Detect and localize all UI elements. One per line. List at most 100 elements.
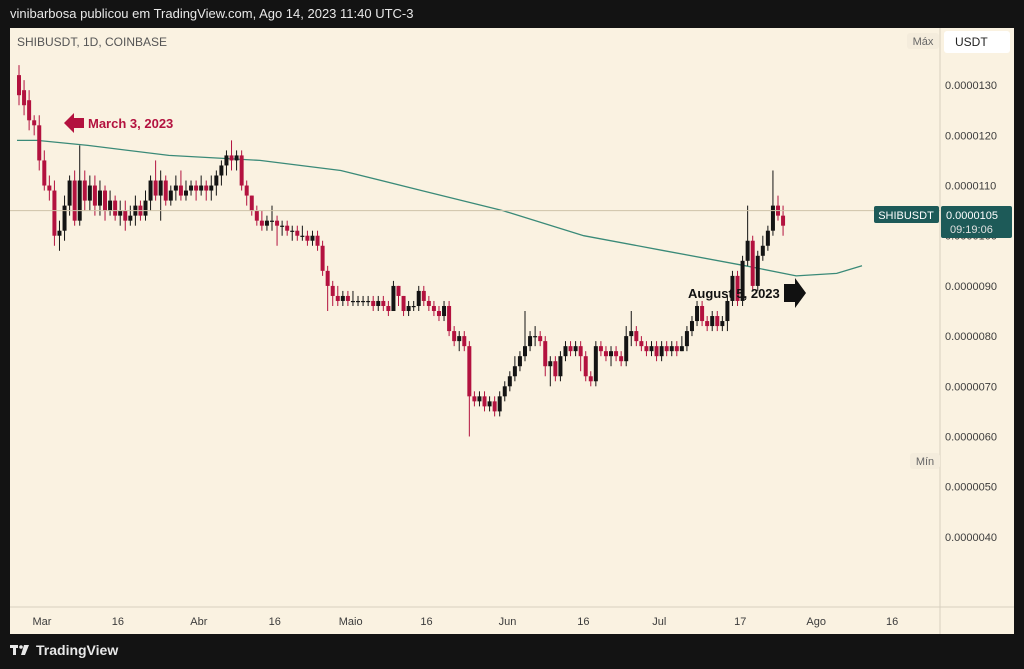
candle-body <box>517 356 522 367</box>
candle <box>264 215 269 231</box>
candle-body <box>674 346 679 352</box>
candle <box>113 195 118 221</box>
chart-area[interactable]: 0.00001300.00001200.00001100.00001000.00… <box>10 28 1014 634</box>
candle-body <box>77 180 82 221</box>
candle-body <box>189 185 194 191</box>
candle-body <box>371 300 376 306</box>
candle <box>37 115 42 171</box>
candle-body <box>649 346 654 352</box>
candle-body <box>52 190 57 236</box>
candle-body <box>467 346 472 397</box>
time-axis[interactable]: Mar 16 Abr 16 Maio 16 Jun 16 Jul 17 Ago 16 <box>33 616 899 628</box>
candlestick-chart[interactable]: 0.00001300.00001200.00001100.00001000.00… <box>10 28 1014 634</box>
candle <box>345 290 350 306</box>
candle-body <box>249 195 254 211</box>
candle-body <box>588 376 593 382</box>
candle-body <box>406 305 411 312</box>
candle <box>173 175 178 201</box>
candle <box>684 326 689 352</box>
candle-body <box>502 386 507 397</box>
candle <box>548 356 553 387</box>
candle-body <box>401 295 406 312</box>
candle <box>457 331 462 352</box>
candle <box>209 175 214 201</box>
candle-body <box>194 185 199 191</box>
candle <box>750 235 755 291</box>
candle-body <box>128 215 133 221</box>
candle-body <box>376 300 381 306</box>
candle-body <box>679 346 684 352</box>
candle <box>598 341 603 357</box>
candle-body <box>715 316 720 327</box>
candle <box>442 300 447 322</box>
candle <box>204 180 209 201</box>
candle <box>57 220 62 251</box>
candle-body <box>598 346 603 352</box>
candle <box>689 316 694 337</box>
candle <box>224 150 229 176</box>
candle <box>765 225 770 251</box>
candle <box>148 175 153 211</box>
candle-body <box>42 160 47 186</box>
moving-average-line <box>17 139 863 277</box>
candle <box>781 205 786 236</box>
candle-body <box>310 235 315 241</box>
candle-body <box>143 200 148 216</box>
candle-body <box>492 401 497 412</box>
x-tick-label: Abr <box>190 616 207 628</box>
candle-body <box>593 346 598 382</box>
candle-body <box>264 220 269 226</box>
candle <box>234 150 239 171</box>
candle <box>583 351 588 382</box>
candle <box>335 285 340 306</box>
candle-body <box>315 235 320 246</box>
candle <box>578 341 583 372</box>
currency-box[interactable] <box>944 31 1010 53</box>
candle-body <box>335 295 340 301</box>
candle <box>361 295 366 306</box>
candle <box>300 225 305 241</box>
candle-body <box>416 290 421 306</box>
candle <box>356 295 361 306</box>
candle-body <box>543 341 548 367</box>
currency-label[interactable]: USDT <box>955 35 988 49</box>
min-label-box <box>910 453 940 469</box>
brand-name: TradingView <box>36 642 119 658</box>
candle-body <box>695 305 700 322</box>
x-tick-label: 16 <box>886 616 898 628</box>
candle <box>82 170 87 211</box>
candle-body <box>270 220 274 222</box>
symbol-label: SHIBUSDT, 1D, COINBASE <box>17 35 167 49</box>
candle-body <box>755 255 760 286</box>
candle-body <box>305 235 310 241</box>
candle <box>118 200 123 226</box>
candle <box>715 311 720 332</box>
candle <box>244 180 249 206</box>
candle-body <box>108 200 113 211</box>
y-tick-label: 0.0000090 <box>945 281 997 293</box>
candle-body <box>725 300 730 322</box>
candle-body <box>244 185 249 196</box>
candle <box>593 341 598 387</box>
y-tick-label: 0.0000060 <box>945 431 997 443</box>
august-annotation: August 5, 2023 <box>688 278 806 308</box>
candle <box>366 295 371 306</box>
candle <box>280 220 285 236</box>
x-tick-label: Jul <box>652 616 666 628</box>
march-annotation: March 3, 2023 <box>64 113 173 133</box>
candle-body <box>487 401 492 407</box>
candle <box>725 295 730 332</box>
candle <box>275 215 280 246</box>
candle-body <box>340 295 345 301</box>
candle <box>42 150 47 191</box>
price-axis[interactable]: 0.00001300.00001200.00001100.00001000.00… <box>945 80 997 544</box>
y-tick-label: 0.0000130 <box>945 80 997 92</box>
candle-body <box>219 165 224 176</box>
candle-body <box>345 295 350 301</box>
candle-body <box>37 125 42 161</box>
x-tick-label: 16 <box>112 616 124 628</box>
candle <box>482 391 487 412</box>
tradingview-logo[interactable]: TradingView <box>10 642 118 658</box>
candle-body <box>760 245 765 256</box>
candle <box>158 170 163 221</box>
